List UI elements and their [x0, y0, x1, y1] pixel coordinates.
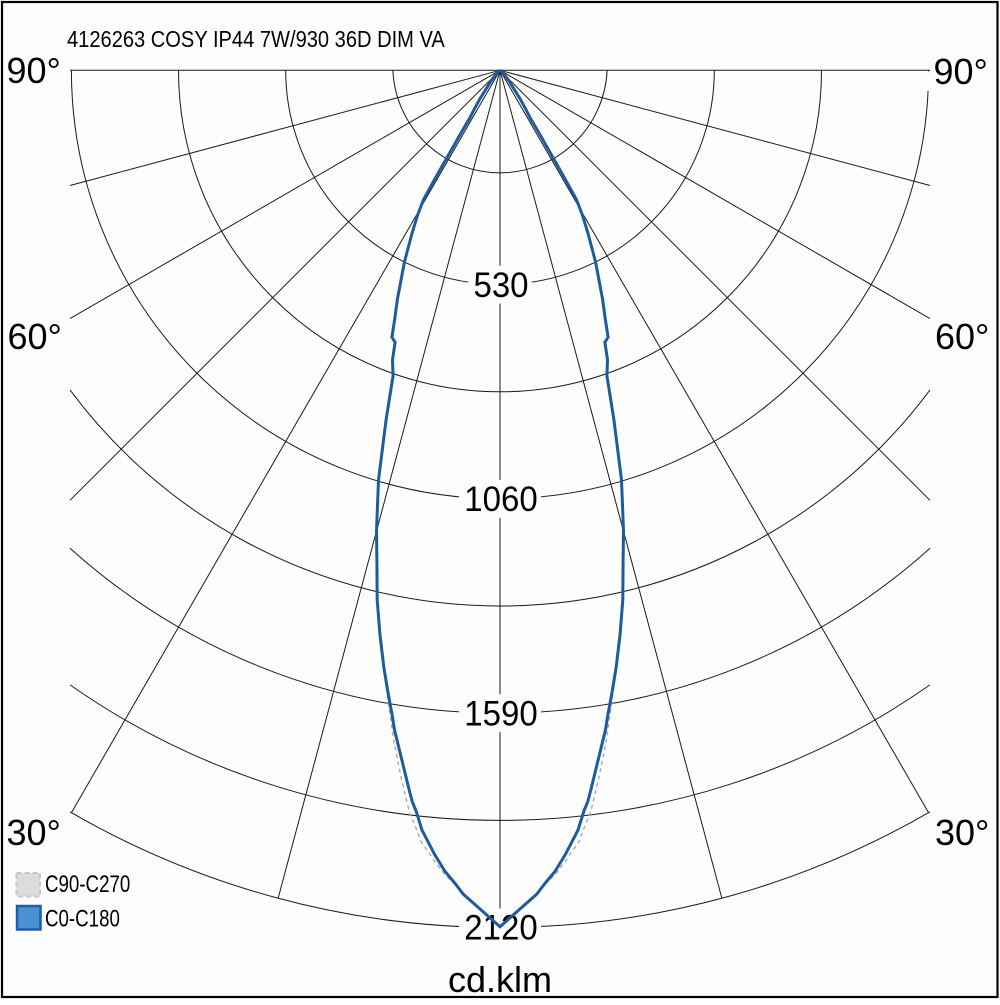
svg-text:30°: 30°	[7, 812, 61, 853]
svg-text:C0-C180: C0-C180	[45, 905, 120, 932]
svg-text:2120: 2120	[464, 909, 537, 948]
svg-text:90°: 90°	[7, 50, 61, 91]
svg-text:1060: 1060	[464, 480, 537, 519]
svg-text:60°: 60°	[8, 316, 62, 357]
svg-text:4126263 COSY IP44 7W/930 36D D: 4126263 COSY IP44 7W/930 36D DIM VA	[67, 26, 445, 53]
svg-text:30°: 30°	[935, 812, 989, 853]
svg-text:90°: 90°	[934, 51, 988, 92]
svg-text:cd.klm: cd.klm	[448, 959, 552, 1000]
svg-text:1590: 1590	[464, 694, 537, 733]
svg-text:C90-C270: C90-C270	[45, 871, 130, 898]
svg-text:60°: 60°	[935, 316, 989, 357]
svg-text:530: 530	[473, 266, 528, 305]
